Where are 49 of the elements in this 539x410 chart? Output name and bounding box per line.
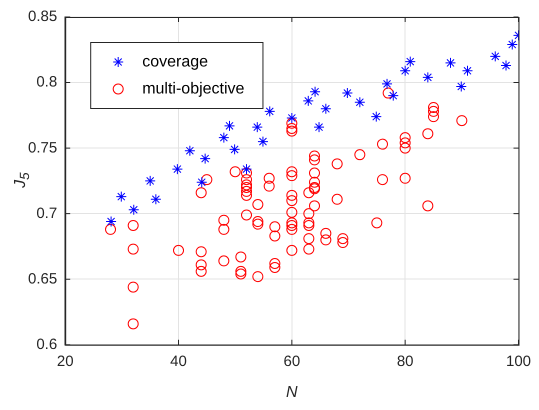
point	[302, 95, 314, 106]
point	[462, 65, 473, 76]
point	[116, 191, 127, 202]
point	[252, 122, 263, 133]
point	[172, 164, 183, 175]
point	[257, 136, 268, 148]
point	[106, 216, 117, 228]
x-tick-label: 80	[396, 352, 414, 370]
point	[456, 80, 467, 92]
y-tick-label: 0.7	[36, 204, 58, 222]
x-axis-title: N	[286, 384, 298, 401]
legend-label: multi-objective	[142, 80, 245, 98]
point	[388, 90, 399, 102]
point	[500, 60, 512, 72]
x-tick-label: 100	[506, 352, 531, 370]
y-tick-label: 0.75	[28, 139, 58, 156]
point	[196, 176, 208, 188]
point	[370, 111, 382, 122]
point	[342, 88, 353, 99]
y-tick-label: 0.8	[36, 74, 58, 91]
point	[382, 78, 393, 90]
point	[241, 164, 252, 175]
point	[310, 86, 321, 98]
point	[444, 57, 456, 68]
point	[229, 144, 240, 155]
x-tick-label: 60	[283, 352, 300, 370]
point	[184, 145, 196, 156]
legend-label: coverage	[142, 53, 208, 70]
point	[286, 112, 298, 124]
point	[314, 122, 325, 133]
y-tick-label: 0.6	[36, 336, 58, 353]
point	[150, 194, 162, 205]
point	[490, 50, 501, 62]
point	[218, 132, 230, 144]
x-tick-label: 20	[56, 352, 74, 370]
point	[506, 39, 518, 50]
y-tick-label: 0.65	[28, 270, 58, 288]
point	[404, 56, 416, 68]
point	[224, 120, 236, 132]
point	[264, 106, 276, 117]
point	[128, 204, 140, 216]
point	[354, 96, 366, 108]
point	[144, 175, 156, 186]
point	[200, 153, 211, 164]
point	[422, 72, 434, 83]
x-tick-label: 40	[170, 352, 187, 370]
y-tick-label: 0.85	[28, 8, 58, 26]
point	[320, 103, 332, 114]
point	[400, 65, 411, 76]
